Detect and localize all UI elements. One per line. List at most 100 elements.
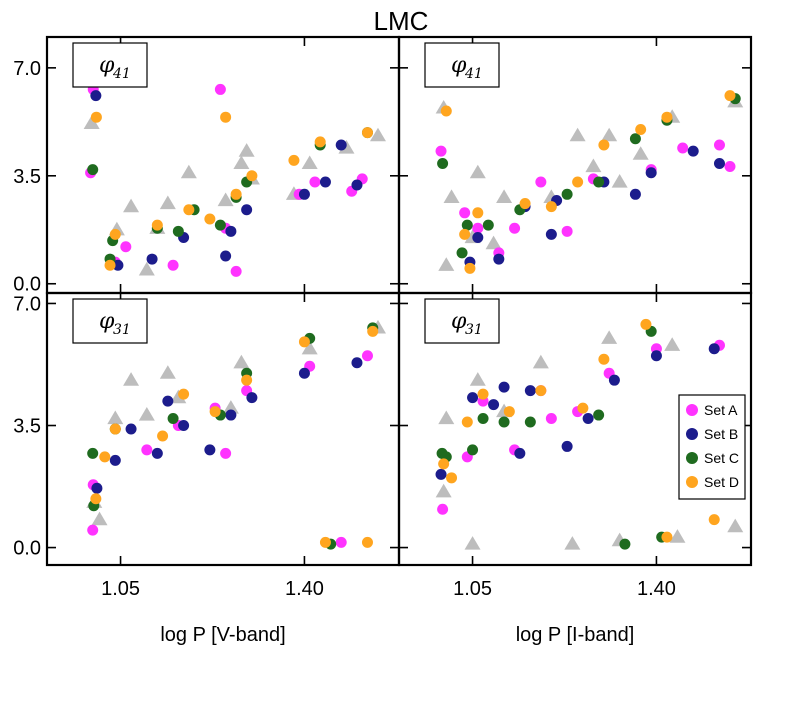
set-b-point	[514, 447, 526, 459]
set-d-point	[314, 136, 326, 148]
set-c-point	[167, 413, 179, 425]
set-a-point	[561, 225, 573, 237]
set-c-point	[477, 413, 489, 425]
set-c-point	[561, 188, 573, 200]
set-a-point	[459, 207, 471, 219]
set-b-point	[246, 392, 258, 404]
x-tick-label: 1.40	[285, 578, 324, 600]
set-b-point	[146, 253, 158, 265]
set-d-point	[661, 531, 673, 543]
triangle-marker	[123, 372, 140, 386]
triangle-marker	[159, 195, 176, 210]
set-a-point	[713, 139, 725, 151]
set-d-point	[178, 388, 190, 400]
set-b-point	[151, 447, 163, 459]
x-axis-label: log P [I-band]	[516, 624, 635, 646]
legend-label: Set C	[704, 450, 739, 466]
panel-label: φ	[99, 53, 115, 78]
triangle-marker	[664, 337, 681, 351]
set-d-point	[459, 228, 471, 240]
triangle-marker	[435, 483, 452, 498]
set-d-point	[635, 124, 647, 136]
legend-marker	[686, 452, 698, 464]
set-c-point	[437, 157, 449, 169]
set-d-point	[535, 385, 547, 397]
set-b-point	[435, 468, 447, 480]
set-b-point	[319, 176, 331, 188]
panel-label: φ	[451, 53, 467, 78]
set-c-point	[498, 416, 510, 428]
set-b-point	[713, 157, 725, 169]
set-d-point	[298, 336, 310, 348]
x-axis-label: log P [V-band]	[160, 624, 285, 646]
set-b-point	[488, 399, 500, 411]
y-tick-label: 7.0	[13, 58, 41, 80]
triangle-marker	[238, 143, 255, 157]
set-a-point	[677, 142, 689, 154]
triangle-marker	[159, 365, 176, 379]
set-c-point	[456, 247, 468, 259]
set-d-point	[661, 111, 673, 123]
set-d-point	[104, 259, 116, 271]
set-d-point	[183, 204, 195, 216]
set-b-point	[351, 357, 363, 369]
set-c-point	[172, 225, 184, 237]
set-b-point	[298, 367, 310, 379]
panel-label-subscript: 41	[112, 66, 131, 82]
set-d-point	[640, 318, 652, 330]
set-d-point	[577, 402, 589, 414]
set-b-point	[162, 395, 174, 407]
set-d-point	[472, 207, 484, 219]
set-d-point	[572, 176, 584, 188]
panel-tl: 7.0 3.5 0.0 φ41	[13, 35, 401, 296]
set-d-point	[204, 213, 216, 225]
set-a-point	[437, 503, 449, 515]
triangle-marker	[233, 354, 250, 369]
triangle-marker	[611, 173, 628, 188]
triangle-marker	[369, 127, 386, 142]
set-d-point	[90, 111, 102, 123]
set-c-point	[593, 409, 605, 421]
panel-label-subscript: 31	[113, 322, 131, 338]
set-d-point	[503, 406, 515, 418]
y-tick-label: 7.0	[13, 293, 41, 315]
set-b-point	[708, 343, 720, 355]
set-b-point	[524, 385, 536, 397]
set-c-point	[87, 447, 99, 459]
set-d-point	[367, 325, 379, 337]
triangle-marker	[585, 158, 602, 173]
set-c-point	[482, 219, 494, 231]
set-d-point	[708, 514, 720, 526]
triangle-marker	[601, 127, 618, 142]
triangle-marker	[138, 261, 155, 276]
legend-label: Set D	[704, 474, 739, 490]
legend: Set A Set B Set C Set D	[678, 394, 746, 500]
panel-label-box	[424, 298, 500, 344]
set-d-point	[440, 105, 452, 117]
set-c-point	[629, 133, 641, 145]
set-b-point	[650, 350, 662, 362]
panel-label: φ	[451, 309, 467, 334]
triangle-marker	[217, 192, 234, 207]
set-a-point	[309, 176, 321, 188]
set-d-point	[361, 536, 373, 548]
set-d-point	[461, 416, 473, 428]
y-tick-label: 3.5	[13, 416, 41, 438]
set-b-point	[335, 139, 347, 151]
triangle-marker	[91, 511, 108, 526]
set-b-point	[125, 423, 137, 435]
triangle-marker	[727, 518, 744, 533]
y-tick-label: 3.5	[13, 166, 41, 188]
triangle-marker	[301, 340, 318, 355]
figure-title: LMC	[374, 6, 429, 36]
triangle-marker	[532, 354, 549, 369]
triangle-marker	[632, 146, 649, 160]
y-tick-label: 0.0	[13, 274, 41, 296]
set-b-point	[645, 167, 657, 179]
set-c-point	[467, 444, 479, 456]
x-tick-label: 1.05	[101, 578, 140, 600]
triangle-marker	[180, 164, 197, 179]
set-b-point	[545, 228, 557, 240]
